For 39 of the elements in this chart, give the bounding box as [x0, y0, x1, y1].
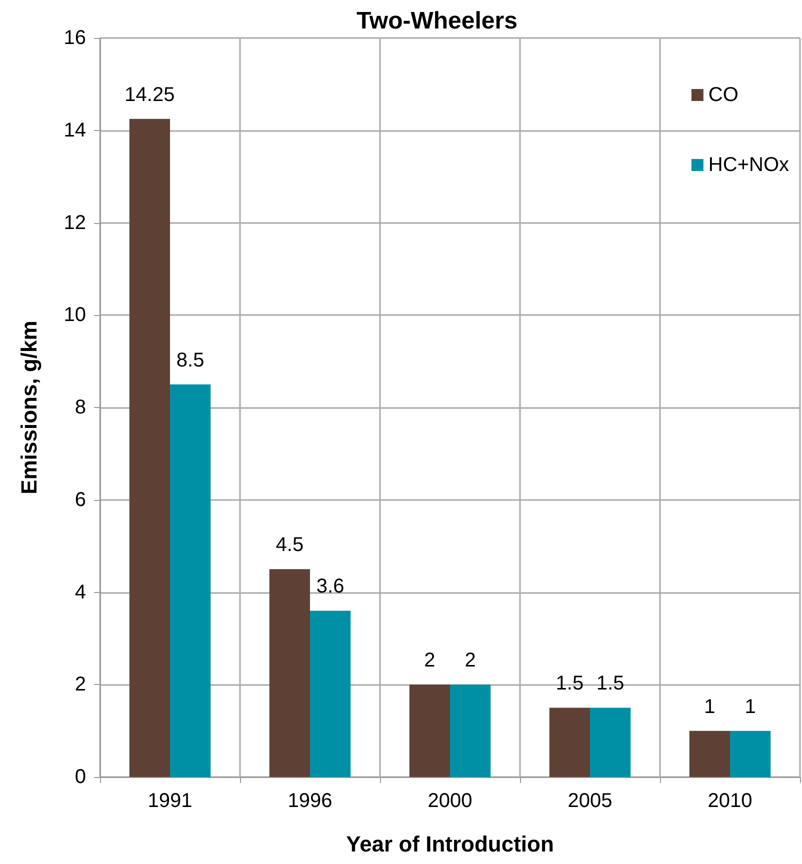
y-tick-label: 4	[74, 581, 86, 604]
bar	[269, 569, 310, 777]
legend-label: HC+NOx	[708, 154, 790, 176]
bar	[170, 384, 211, 777]
x-tick-label: 2000	[428, 790, 472, 812]
y-tick-label: 16	[64, 27, 86, 49]
bar	[730, 730, 771, 777]
x-tick-label: 2010	[708, 790, 752, 812]
data-label: 8.5	[176, 349, 204, 372]
bar	[689, 730, 730, 777]
data-label: 14.25	[124, 84, 175, 106]
bar	[549, 708, 590, 777]
y-axis-title: Emissions, g/km	[16, 320, 42, 494]
bar	[129, 118, 170, 777]
data-label: 3.6	[316, 576, 344, 598]
x-tick-label: 2005	[568, 790, 612, 812]
legend-label: CO	[708, 84, 738, 106]
bar	[310, 610, 351, 777]
data-label: 1.5	[556, 672, 584, 695]
x-axis-title: Year of Introduction	[346, 832, 554, 856]
y-tick-label: 0	[74, 766, 86, 788]
y-tick-label: 10	[64, 304, 86, 326]
x-tick-label: 1991	[148, 790, 192, 812]
x-tick-label: 1996	[288, 790, 332, 812]
y-tick-label: 8	[74, 396, 86, 418]
bar	[409, 684, 450, 777]
data-label: 2	[424, 650, 436, 672]
data-label: 2	[464, 650, 476, 672]
bar	[590, 708, 631, 777]
data-label: 4.5	[276, 534, 304, 556]
y-tick-label: 14	[64, 119, 86, 142]
y-tick-label: 12	[64, 212, 86, 234]
chart-title: Two-Wheelers	[356, 8, 518, 34]
data-label: 1	[704, 696, 716, 718]
y-tick-label: 2	[74, 674, 86, 696]
bar	[450, 684, 491, 777]
data-label: 1	[744, 696, 756, 718]
y-tick-label: 6	[74, 488, 86, 511]
data-label: 1.5	[596, 672, 624, 695]
